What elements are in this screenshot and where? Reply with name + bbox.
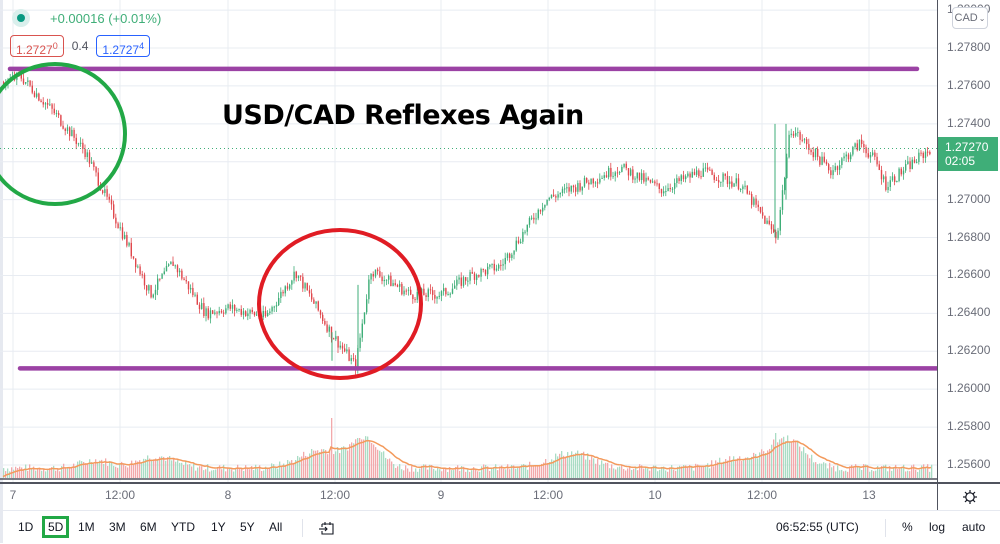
green-circle-annotation[interactable] [0, 62, 127, 206]
red-circle-annotation[interactable] [257, 228, 423, 380]
price-tick: 1.27000 [947, 191, 991, 206]
left-edge [0, 0, 3, 543]
price-change: +0.00016 (+0.01%) [50, 10, 162, 26]
buy-button[interactable]: 1.27274 [96, 35, 151, 57]
price-tick: 1.27600 [947, 77, 991, 92]
symbol-legend: +0.00016 (+0.01%) [12, 9, 161, 27]
price-tick: 1.26200 [947, 343, 991, 358]
timeframe-ytd[interactable]: YTD [171, 520, 195, 534]
timeframe-1m[interactable]: 1M [78, 520, 95, 534]
price-axis[interactable]: 1.280001.278001.276001.274001.272001.270… [937, 0, 1000, 482]
price-tick: 1.26000 [947, 381, 991, 396]
time-tick: 7 [9, 488, 17, 502]
timeframe-5d[interactable]: 5D [42, 516, 70, 538]
price-tick: 1.25800 [947, 419, 991, 434]
timeframe-3m[interactable]: 3M [109, 520, 126, 534]
last-price-label: 1.27270 02:05 [938, 137, 998, 171]
annotation-title: USD/CAD Reflexes Again [222, 100, 584, 131]
time-tick: 10 [648, 488, 662, 502]
bottom-toolbar: 1D 5D 1M 3M 6M YTD 1Y 5Y All 06:52:55 (U… [0, 510, 1000, 544]
price-tick: 1.26600 [947, 267, 991, 282]
separator [302, 519, 303, 537]
price-tick: 1.26400 [947, 305, 991, 320]
time-tick: 13 [862, 488, 876, 502]
calendar-goto-icon [319, 522, 334, 535]
time-tick: 9 [437, 488, 445, 502]
timeframe-1y[interactable]: 1Y [211, 520, 226, 534]
price-tick: 1.26800 [947, 229, 991, 244]
time-tick: 12:00 [532, 488, 564, 502]
market-status-icon[interactable] [12, 9, 30, 27]
chart-pane[interactable]: +0.00016 (+0.01%) 1.27270 0.4 1.27274 US… [0, 0, 937, 482]
spread-value: 0.4 [71, 39, 89, 53]
timeframe-6m[interactable]: 6M [140, 520, 157, 534]
log-toggle[interactable]: log [929, 520, 946, 534]
auto-toggle[interactable]: auto [962, 520, 986, 534]
price-tick: 1.25600 [947, 456, 991, 471]
timeframe-1d[interactable]: 1D [18, 520, 34, 534]
time-tick: 8 [224, 488, 232, 502]
time-axis[interactable]: 7 12:00 8 12:00 9 12:00 10 12:00 13 [0, 482, 937, 510]
sell-button[interactable]: 1.27270 [10, 35, 64, 57]
price-tick: 1.27800 [947, 40, 991, 54]
timeframe-5y[interactable]: 5Y [240, 520, 255, 534]
time-tick: 12:00 [319, 488, 351, 502]
timeframe-all[interactable]: All [269, 520, 283, 534]
candlestick-chart[interactable] [0, 0, 937, 482]
separator [885, 519, 886, 537]
gear-icon [962, 490, 977, 504]
time-tick: 12:00 [746, 488, 778, 502]
currency-dropdown[interactable]: CAD ⌄ [952, 7, 988, 29]
chart-settings-button[interactable] [937, 482, 1000, 510]
time-tick: 12:00 [104, 488, 136, 502]
go-to-date-button[interactable] [318, 519, 336, 541]
chevron-down-icon: ⌄ [978, 13, 986, 23]
percent-toggle[interactable]: % [902, 520, 913, 534]
buy-sell-quotes: 1.27270 0.4 1.27274 [10, 35, 151, 57]
price-tick: 1.27400 [947, 115, 991, 130]
clock-timezone[interactable]: 06:52:55 (UTC) [776, 520, 859, 534]
